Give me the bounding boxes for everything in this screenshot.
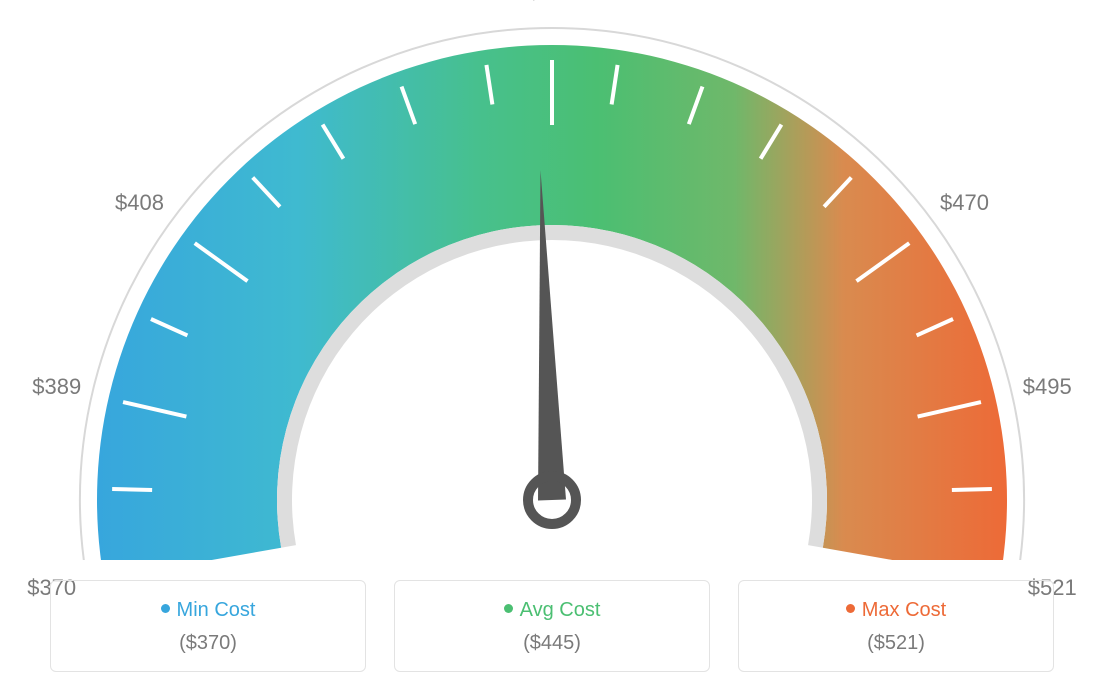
legend-avg-value: ($445) xyxy=(405,632,699,655)
legend-avg-title-text: Avg Cost xyxy=(520,599,601,621)
gauge-tick-label: $445 xyxy=(528,0,577,5)
legend-max-title-text: Max Cost xyxy=(862,599,946,621)
legend-min-value: ($370) xyxy=(61,632,355,655)
cost-gauge: $370$389$408$445$470$495$521 xyxy=(0,0,1104,560)
legend-max-title: Max Cost xyxy=(749,599,1043,622)
gauge-tick-label: $470 xyxy=(940,190,989,216)
legend-min-title: Min Cost xyxy=(61,599,355,622)
legend-card-max: Max Cost ($521) xyxy=(738,580,1054,672)
dot-icon xyxy=(504,604,513,613)
legend-avg-title: Avg Cost xyxy=(405,599,699,622)
legend-min-title-text: Min Cost xyxy=(177,599,256,621)
dot-icon xyxy=(161,604,170,613)
legend-max-value: ($521) xyxy=(749,632,1043,655)
gauge-svg xyxy=(0,0,1104,560)
legend-row: Min Cost ($370) Avg Cost ($445) Max Cost… xyxy=(50,580,1054,672)
gauge-tick-label: $495 xyxy=(1023,374,1072,400)
gauge-tick-label: $389 xyxy=(32,374,81,400)
gauge-tick-label: $408 xyxy=(115,190,164,216)
legend-card-avg: Avg Cost ($445) xyxy=(394,580,710,672)
legend-card-min: Min Cost ($370) xyxy=(50,580,366,672)
dot-icon xyxy=(846,604,855,613)
